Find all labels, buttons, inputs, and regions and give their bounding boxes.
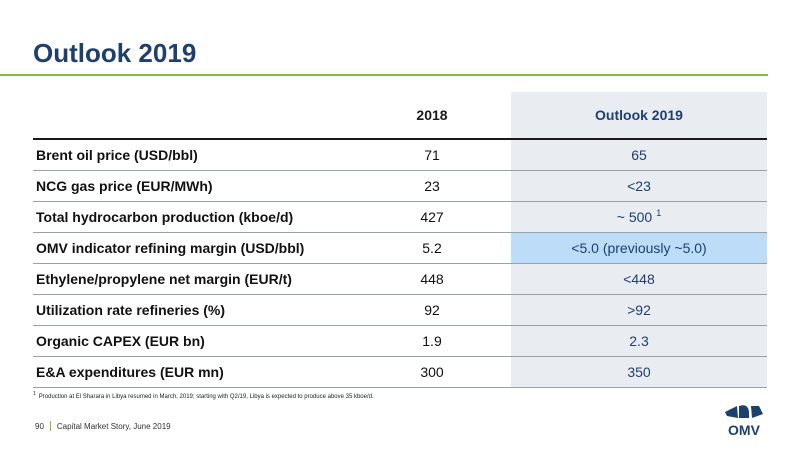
row-label: Brent oil price (USD/bbl) (36, 147, 198, 163)
page-title: Outlook 2019 (33, 38, 197, 68)
footer: 90 Capital Market Story, June 2019 (35, 421, 171, 431)
row-value-2018: 300 (420, 364, 444, 380)
row-value-2018: 1.9 (422, 333, 442, 349)
title-divider (0, 74, 768, 76)
row-label: E&A expenditures (EUR mn) (36, 364, 224, 380)
table-row: Organic CAPEX (EUR bn) 1.9 2.3 (33, 326, 767, 357)
table-row: Brent oil price (USD/bbl) 71 65 (33, 140, 767, 171)
table-row: Utilization rate refineries (%) 92 >92 (33, 295, 767, 326)
outlook-table: 2018 Outlook 2019 Brent oil price (USD/b… (33, 92, 767, 388)
row-outlook-text: <23 (627, 178, 651, 194)
row-outlook-text: <5.0 (previously ~5.0) (571, 240, 707, 256)
row-outlook-text: 65 (631, 147, 647, 163)
row-footnote-ref: 1 (656, 208, 662, 218)
row-value-outlook: <23 (511, 171, 767, 201)
row-outlook-text: 350 (627, 364, 651, 380)
table-row: Ethylene/propylene net margin (EUR/t) 448… (33, 264, 767, 295)
footer-separator (49, 421, 51, 431)
footnote-text: Production at El Sharara in Libya resume… (38, 394, 374, 400)
page-number: 90 (35, 421, 44, 431)
row-value-2018: 5.2 (422, 240, 442, 256)
footnote: 1 Production at El Sharara in Libya resum… (33, 391, 374, 400)
row-outlook-text: 2.3 (629, 333, 649, 349)
row-label: NCG gas price (EUR/MWh) (36, 178, 213, 194)
row-label: Ethylene/propylene net margin (EUR/t) (36, 271, 292, 287)
table-row: E&A expenditures (EUR mn) 300 350 (33, 357, 767, 388)
footer-text: Capital Market Story, June 2019 (56, 421, 171, 431)
row-outlook-text: >92 (627, 302, 651, 318)
row-label: Total hydrocarbon production (kboe/d) (36, 209, 294, 225)
table-row: NCG gas price (EUR/MWh) 23 <23 (33, 171, 767, 202)
row-value-outlook: <5.0 (previously ~5.0) (511, 233, 767, 263)
row-value-outlook: ~ 500 1 (511, 202, 767, 232)
row-value-outlook: 2.3 (511, 326, 767, 356)
row-label: Utilization rate refineries (%) (36, 302, 226, 318)
row-value-2018: 71 (424, 147, 440, 163)
header-2018: 2018 (416, 107, 448, 123)
table-body: Brent oil price (USD/bbl) 71 65 NCG gas pri… (33, 140, 767, 388)
row-value-2018: 448 (420, 271, 444, 287)
footnote-marker: 1 (33, 391, 36, 397)
table-row: OMV indicator refining margin (USD/bbl) 5… (33, 233, 767, 264)
row-value-outlook: 65 (511, 140, 767, 170)
omv-logo-icon: OMV (725, 405, 763, 438)
table-row: Total hydrocarbon production (kboe/d) 427… (33, 202, 767, 233)
table-header: 2018 Outlook 2019 (33, 92, 767, 140)
row-value-2018: 23 (424, 178, 440, 194)
row-value-2018: 92 (424, 302, 440, 318)
row-value-outlook: <448 (511, 264, 767, 294)
row-value-outlook: 350 (511, 357, 767, 387)
row-outlook-text: <448 (623, 271, 655, 287)
row-label: Organic CAPEX (EUR bn) (36, 333, 205, 349)
row-label: OMV indicator refining margin (USD/bbl) (36, 240, 305, 256)
header-outlook-2019: Outlook 2019 (595, 107, 683, 123)
row-outlook-text: ~ 500 (616, 209, 653, 225)
logo-text: OMV (728, 422, 761, 438)
row-value-outlook: >92 (511, 295, 767, 325)
row-value-2018: 427 (420, 209, 444, 225)
